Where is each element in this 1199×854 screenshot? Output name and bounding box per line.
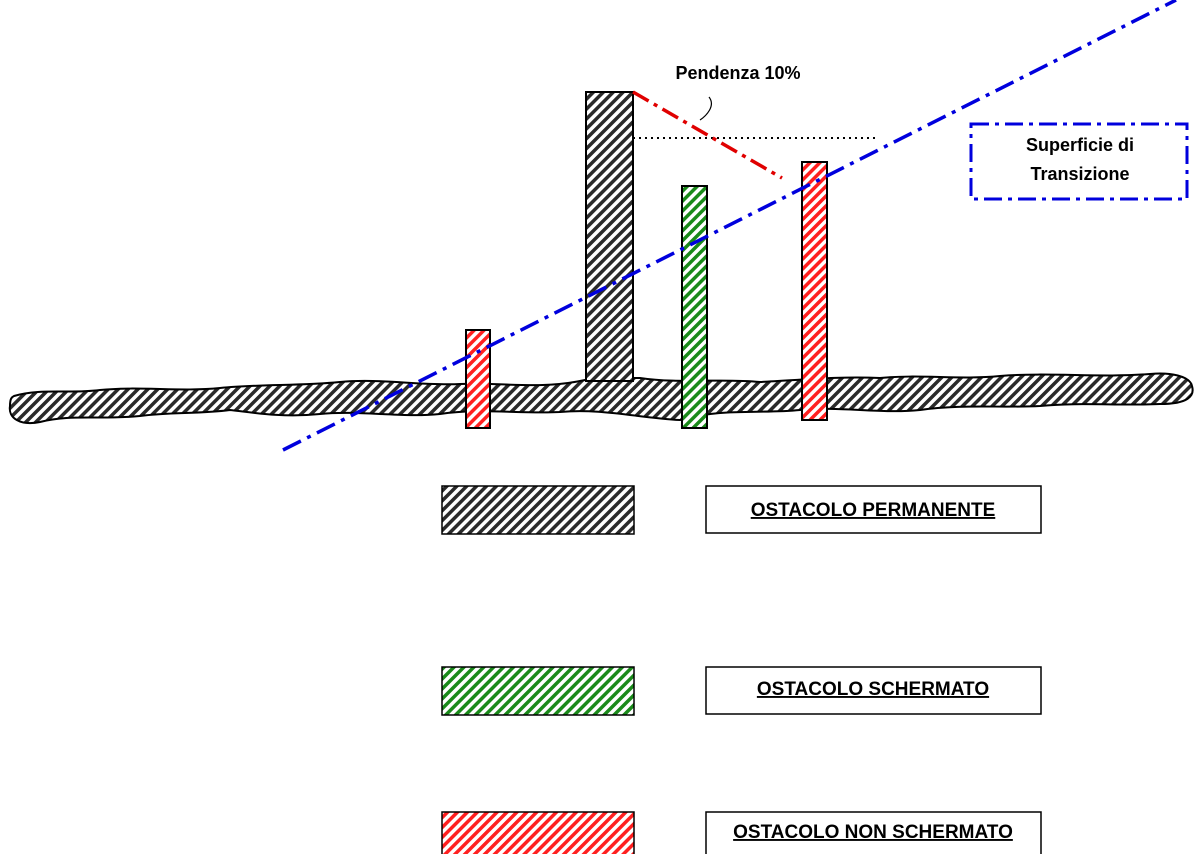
transition-surface-line bbox=[282, 0, 1177, 452]
legend-box-shielded bbox=[705, 666, 1042, 715]
slope-line bbox=[632, 90, 783, 180]
obstacle-permanent-tall bbox=[585, 91, 634, 382]
legend-box-unshielded bbox=[705, 811, 1042, 854]
legend-swatch-permanent bbox=[441, 485, 635, 535]
obstacle-unshielded-right bbox=[801, 161, 828, 421]
slope-label: Pendenza 10% bbox=[675, 63, 800, 83]
legend-swatch-unshielded bbox=[441, 811, 635, 854]
slope-label-leader bbox=[699, 96, 712, 121]
obstacle-unshielded-left bbox=[465, 329, 491, 429]
legend-box-permanent bbox=[705, 485, 1042, 534]
legend: OSTACOLO PERMANENTE OSTACOLO SCHERMATO O… bbox=[441, 485, 1042, 854]
transition-surface-label-line1: Superficie di bbox=[1026, 135, 1134, 155]
legend-swatch-shielded bbox=[441, 666, 635, 716]
legend-label-permanent: OSTACOLO PERMANENTE bbox=[751, 500, 996, 521]
transition-surface-label-box bbox=[969, 122, 1189, 201]
obstacle-shielded bbox=[681, 185, 708, 429]
legend-label-shielded: OSTACOLO SCHERMATO bbox=[757, 679, 989, 700]
legend-label-unshielded: OSTACOLO NON SCHERMATO bbox=[733, 822, 1013, 843]
transition-surface-label-line2: Transizione bbox=[1030, 164, 1129, 184]
ground-terrain bbox=[8, 372, 1194, 424]
